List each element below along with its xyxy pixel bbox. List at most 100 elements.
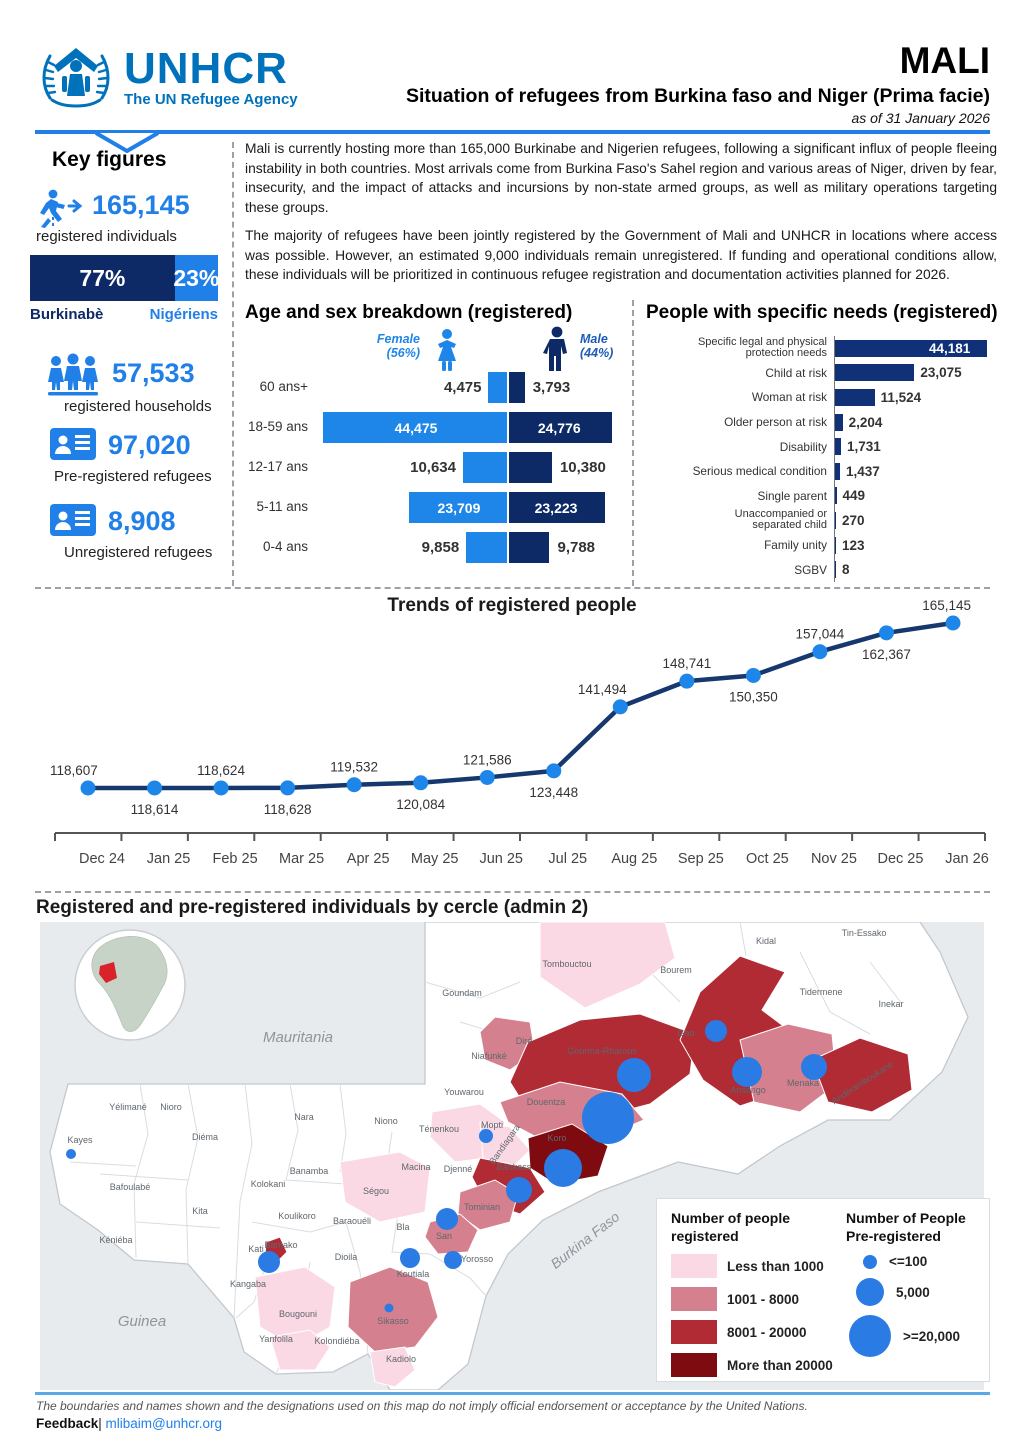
cercle-label: Tidermene	[800, 987, 843, 997]
specific-needs-chart: People with specific needs (registered) …	[638, 300, 1024, 586]
cercle-label: Mopti	[481, 1120, 503, 1130]
cercle-label: Ténenkou	[419, 1124, 459, 1134]
trend-point	[147, 780, 163, 796]
legend-swatch	[671, 1353, 717, 1378]
x-axis-label: Apr 25	[347, 851, 390, 867]
cercle-label: Bougouni	[279, 1309, 317, 1319]
needs-value: 2,204	[848, 414, 883, 430]
cercle-label: Bla	[396, 1222, 409, 1232]
pre-registered-circle-bamako	[258, 1251, 280, 1273]
legend-size-row: 5,000	[846, 1278, 981, 1307]
feedback-label: Feedback	[36, 1416, 99, 1431]
trend-point	[878, 625, 894, 641]
header-rule	[35, 130, 990, 153]
mali-cercle-map: Kayes Yélimané Nioro Diéma Nara Niono Bafoulab…	[40, 922, 984, 1390]
age-group-label: 18-59 ans	[247, 419, 308, 434]
legend-class-label: 1001 - 8000	[727, 1291, 800, 1307]
unhcr-tagline: The UN Refugee Agency	[124, 90, 298, 108]
needs-bar	[835, 561, 836, 579]
mali-highlight	[99, 962, 117, 983]
needs-bar-zone: 11,524	[834, 385, 1024, 410]
region-kadiolo	[369, 1346, 416, 1388]
cercle-label: Goundam	[442, 988, 482, 998]
pre-registered-circle-menaka	[801, 1054, 827, 1080]
legend-registered-title: Number of people	[671, 1210, 791, 1226]
intro-paragraph-1: Mali is currently hosting more than 165,…	[245, 141, 997, 215]
region-menaka	[811, 1037, 913, 1113]
male-header: Male (44%)	[580, 332, 614, 361]
trend-point-value: 120,084	[396, 797, 445, 812]
unregistered-label: Unregistered refugees	[64, 544, 213, 561]
country-label: Guinea	[118, 1313, 166, 1330]
legend-size-row: <=100	[846, 1254, 981, 1269]
unhcr-logo: UNHCR The UN Refugee Agency	[36, 36, 298, 121]
needs-bar-zone: 123	[834, 532, 1024, 558]
female-bar	[488, 372, 507, 403]
map-legend: Number of people registered Less than 10…	[656, 1198, 990, 1382]
female-bar	[466, 532, 507, 563]
needs-bar-zone: 1,731	[834, 434, 1024, 459]
region-tominian	[457, 1179, 519, 1231]
pre-registered-circle-san-tominian	[436, 1208, 458, 1230]
needs-bar	[835, 388, 875, 406]
x-axis-label: Mar 25	[279, 851, 324, 867]
trend-point	[745, 667, 761, 683]
region-yanfolila	[269, 1329, 331, 1371]
trend-point-value: 165,145	[922, 600, 971, 613]
needs-category-label: Unaccompanied or separated child	[734, 508, 827, 532]
trend-point-value: 162,367	[862, 647, 911, 662]
pre-registered-circle-koutiala	[400, 1248, 420, 1268]
female-header: Female (56%)	[376, 332, 420, 361]
legend-size-list: <=100 5,000 >=20,000	[846, 1254, 981, 1358]
nigeriens-label: Nigériens	[149, 306, 218, 323]
trend-line	[87, 620, 954, 791]
male-bar	[509, 492, 606, 523]
specific-needs-title: People with specific needs (registered)	[646, 302, 998, 323]
feedback-email-link[interactable]: mlibaim@unhcr.org	[105, 1416, 223, 1431]
map-disclaimer: The boundaries and names shown and the d…	[36, 1399, 808, 1413]
needs-category-label: Specific legal and physical protection ne…	[697, 335, 827, 360]
needs-category-label: Disability	[779, 439, 827, 454]
section-divider-1	[35, 587, 990, 589]
specific-needs-rows: Specific legal and physical protection ne…	[638, 336, 1024, 582]
needs-bar	[835, 413, 843, 431]
legend-swatch	[671, 1320, 717, 1345]
pre-registered-circle-ansongo	[732, 1057, 762, 1087]
age-group-label: 0-4 ans	[262, 539, 308, 554]
cercle-label: Tin-Essako	[842, 928, 887, 938]
needs-bar	[835, 536, 836, 554]
cercle-label: Kidal	[756, 936, 776, 946]
needs-bar-zone: 449	[834, 483, 1024, 509]
trend-point-value: 141,494	[578, 682, 627, 697]
cercle-choropleth	[254, 922, 913, 1388]
trend-point-value: 157,044	[796, 627, 845, 642]
needs-value: 8	[842, 562, 850, 578]
trend-point	[612, 699, 628, 715]
intro-text: Mali is currently hosting more than 165,…	[245, 139, 997, 285]
needs-bar	[835, 339, 987, 357]
age-sex-row: 0-4 ans 9,858 9,788	[240, 532, 630, 563]
needs-bar	[835, 462, 840, 480]
trend-point	[679, 673, 695, 689]
cercle-label: Yélimané	[109, 1102, 147, 1112]
needs-row: Child at risk 23,075	[638, 360, 1024, 386]
trend-point-value: 118,624	[197, 763, 245, 778]
cercle-label: Sikasso	[377, 1316, 409, 1326]
map-bottom-rule	[35, 1392, 990, 1395]
needs-value: 1,731	[846, 439, 881, 455]
cercle-label: Menaka	[787, 1078, 819, 1088]
cercle-label: Djenné	[444, 1164, 473, 1174]
legend-circle	[863, 1254, 877, 1269]
trend-point	[346, 777, 362, 793]
needs-value: 23,075	[920, 365, 962, 381]
cercle-label: Baraouéli	[333, 1216, 371, 1226]
cercle-label: Koro	[547, 1133, 566, 1143]
feedback-line: Feedback| mlibaim@unhcr.org	[36, 1416, 223, 1431]
cercle-label: Niafunké	[471, 1051, 507, 1061]
pre-registered-circle-bankass	[506, 1177, 532, 1203]
cercle-label: Koutiala	[397, 1269, 430, 1279]
cercle-label: Ansongo	[730, 1085, 766, 1095]
cercle-label: Koulikoro	[278, 1211, 316, 1221]
trend-point	[213, 780, 229, 796]
unhcr-brand-text: UNHCR	[124, 44, 288, 94]
